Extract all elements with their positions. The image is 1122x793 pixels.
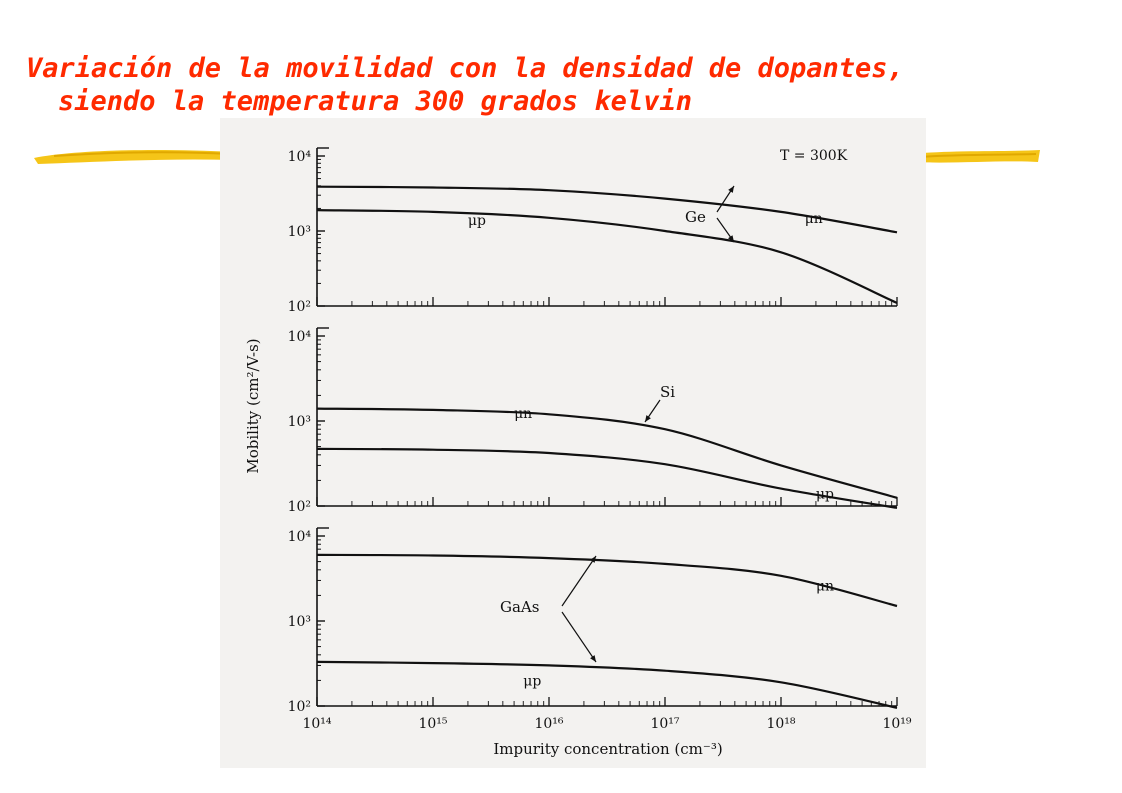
x-tick-label: 10¹⁸ [766,716,795,732]
ge-y-tick-label: 10² [288,299,311,315]
si-mup-curve [316,447,898,509]
x-tick-label: 10¹⁶ [534,716,563,732]
x-tick-label: 10¹⁴ [302,716,331,732]
gaas-material-label: GaAs [500,598,539,616]
gaas-mup-curve [316,660,898,709]
temperature-annotation: T = 300K [780,148,848,164]
ge-mun-label: μn [805,211,823,227]
ge-material-label: Ge [685,208,706,226]
x-tick-label: 10¹⁹ [882,716,911,732]
si-material-label: Si [660,383,675,401]
si-mup-label: μp [816,487,834,503]
gaas-y-tick-label: 10² [288,699,311,715]
gaas-arrow-n-head [590,556,596,563]
si-y-tick-label: 10⁴ [288,329,312,345]
gaas-y-tick-label: 10⁴ [288,529,312,545]
decorative-brush-stroke-left [34,150,234,164]
si-mun-label: μn [514,406,532,422]
ge-mup-curve [316,209,898,304]
gaas-arrow-n [561,555,597,607]
y-axis-title: Mobility (cm²/V-s) [244,338,262,473]
title-line-2: siendo la temperatura 300 grados kelvin [58,86,692,117]
si-y-tick-label: 10² [288,499,311,515]
x-tick-label: 10¹⁵ [418,716,447,732]
gaas-arrow-p-head [590,655,596,662]
gaas-mup-label: μp [523,673,541,689]
ge-arrow-n-head [728,186,734,193]
ge-mup-label: μp [468,213,486,229]
decorative-brush-stroke-right [912,150,1040,163]
gaas-y-tick-label: 10³ [288,614,311,630]
mobility-chart: 10⁴ 10³ 10² μn μp 10⁴ 10³ 10² μn μp 10⁴ 10³ 10² μn μp G… [244,147,912,758]
si-mun-curve [316,407,898,499]
title-line-1: Variación de la movilidad con la densida… [26,53,904,84]
mobility-figure: 10⁴ 10³ 10² μn μp 10⁴ 10³ 10² μn μp 10⁴ 10³ 10² μn μp G… [220,118,926,768]
ge-mun-curve [316,185,898,234]
ge-y-tick-label: 10⁴ [288,149,312,165]
ge-arrow-p-head [728,235,734,242]
si-arrow-head [645,415,651,422]
x-tick-label: 10¹⁷ [650,716,679,732]
x-axis-title: Impurity concentration (cm⁻³) [493,740,722,758]
si-y-tick-label: 10³ [288,414,311,430]
gaas-mun-label: μn [816,579,834,595]
gaas-mun-curve [316,553,898,608]
slide-title: Variación de la movilidad con la densida… [26,52,1066,118]
gaas-arrow-p [561,611,597,663]
ge-y-tick-label: 10³ [288,224,311,240]
